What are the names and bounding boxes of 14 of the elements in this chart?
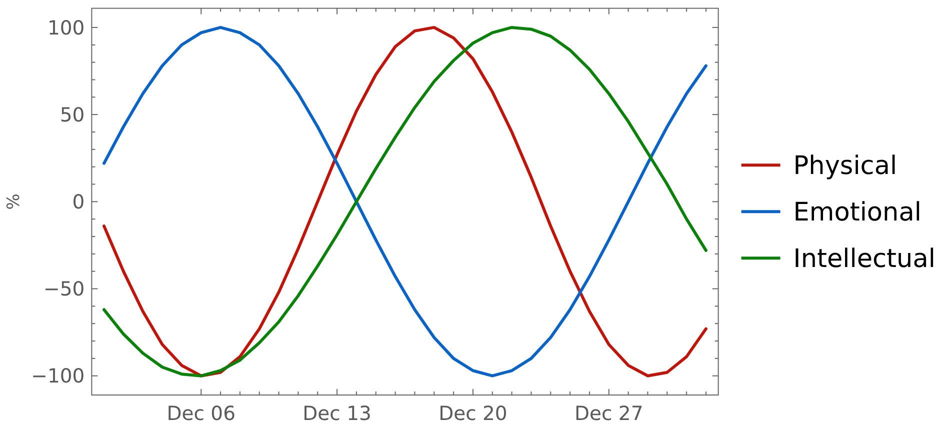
legend-label: Intellectual [793, 244, 936, 274]
x-tick-label: Dec 20 [438, 402, 508, 425]
y-tick-label: 50 [60, 103, 85, 126]
y-tick-label: −50 [44, 278, 85, 301]
x-tick-label: Dec 06 [166, 402, 236, 425]
x-tick-label: Dec 13 [302, 402, 372, 425]
y-tick-label: −100 [31, 364, 85, 388]
y-axis-title: % [4, 194, 24, 210]
line-series [102, 26, 708, 378]
x-tick-label: Dec 27 [574, 402, 644, 425]
y-tick-label: 0 [72, 190, 85, 214]
legend-label: Physical [793, 151, 898, 182]
legend-label: Emotional [793, 198, 922, 228]
y-tick-label: 100 [47, 16, 85, 40]
